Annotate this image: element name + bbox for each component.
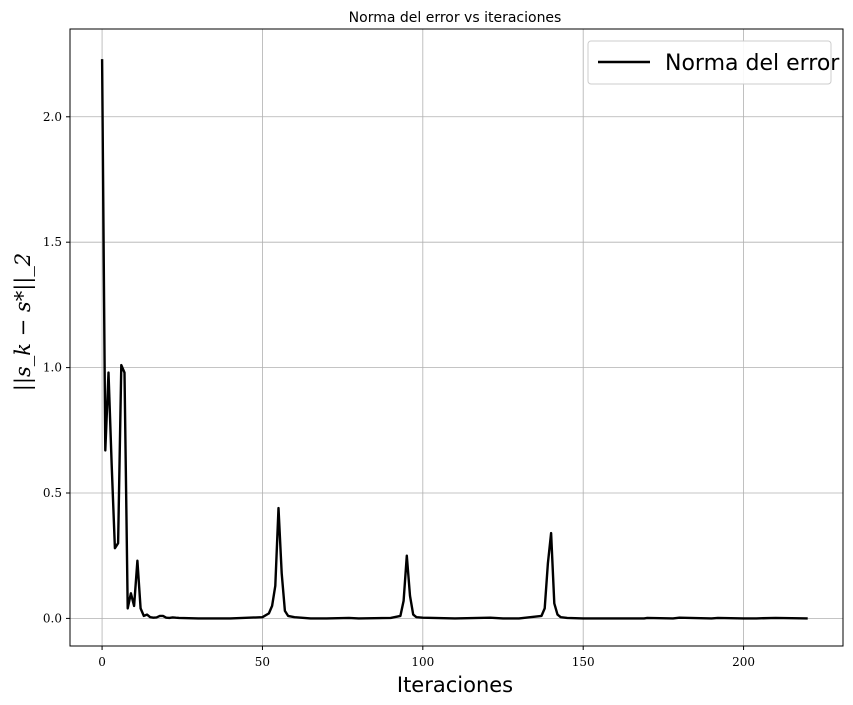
x-tick-label: 150 [572,655,595,669]
x-tick-label: 50 [255,655,270,669]
y-tick-label: 0.5 [43,486,62,500]
plot-frame [69,28,844,647]
y-axis-label: ||s_k − s*||_2 [11,253,36,391]
legend: Norma del error [587,40,840,85]
y-axis: 0.0 0.5 1.0 1.5 2.0 [43,110,70,625]
x-tick-label: 200 [732,655,755,669]
y-tick-label: 1.0 [43,361,62,375]
y-tick-label: 1.5 [43,235,62,249]
series-line-norma-del-error [100,59,808,620]
x-tick-label: 100 [411,655,434,669]
y-tick-label: 2.0 [43,110,62,124]
x-axis: 0 50 100 150 200 [98,646,755,669]
plot-area [100,59,808,620]
legend-box [587,40,832,85]
y-tick-label: 0.0 [43,611,62,625]
legend-entry-label: Norma del error [665,51,840,76]
chart-title: Norma del error vs iteraciones [349,10,562,26]
x-tick-label: 0 [98,655,106,669]
grid [70,29,843,646]
x-axis-label: Iteraciones [397,673,513,697]
